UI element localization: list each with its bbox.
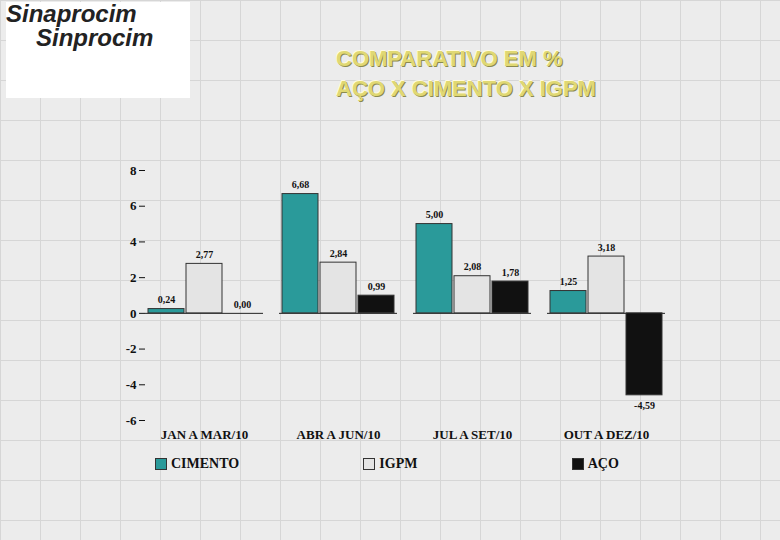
html-text:AÇO X CIMENTO X IGPM: AÇO X CIMENTO X IGPM: [336, 76, 596, 101]
html-text:CIMENTO: CIMENTO: [171, 456, 240, 471]
svg-text:8: 8: [130, 163, 137, 178]
svg-text:2,77: 2,77: [196, 249, 214, 260]
svg-text:4: 4: [130, 234, 137, 249]
svg-text:2,84: 2,84: [330, 248, 348, 259]
svg-text:0,00: 0,00: [234, 299, 252, 310]
html-text:AÇO: AÇO: [587, 456, 619, 471]
html-text:COMPARATIVO EM %: COMPARATIVO EM %: [336, 46, 563, 71]
svg-text:1,25: 1,25: [560, 276, 578, 287]
svg-text:0: 0: [130, 306, 137, 321]
svg-text:3,18: 3,18: [598, 242, 616, 253]
svg-text:-4,59: -4,59: [634, 400, 655, 411]
svg-text:0,24: 0,24: [158, 294, 176, 305]
svg-text:6,68: 6,68: [292, 179, 310, 190]
svg-text:0,99: 0,99: [368, 281, 386, 292]
svg-text:1,78: 1,78: [502, 267, 520, 278]
html-text:Sinprocim: Sinprocim: [36, 24, 154, 51]
svg-text:-4: -4: [126, 377, 137, 392]
svg-text:OUT A DEZ/10: OUT A DEZ/10: [564, 427, 650, 442]
html-text:IGPM: IGPM: [379, 456, 418, 471]
svg-text:JUL A SET/10: JUL A SET/10: [433, 427, 512, 442]
svg-text:-6: -6: [126, 413, 137, 428]
svg-text:2: 2: [130, 270, 137, 285]
svg-text:JAN A MAR/10: JAN A MAR/10: [161, 427, 248, 442]
svg-text:-2: -2: [126, 341, 137, 356]
svg-text:ABR A JUN/10: ABR A JUN/10: [297, 427, 381, 442]
svg-text:5,00: 5,00: [426, 209, 444, 220]
html-text:Sinaprocim: Sinaprocim: [6, 0, 137, 27]
svg-text:2,08: 2,08: [464, 261, 482, 272]
svg-text:6: 6: [130, 198, 137, 213]
